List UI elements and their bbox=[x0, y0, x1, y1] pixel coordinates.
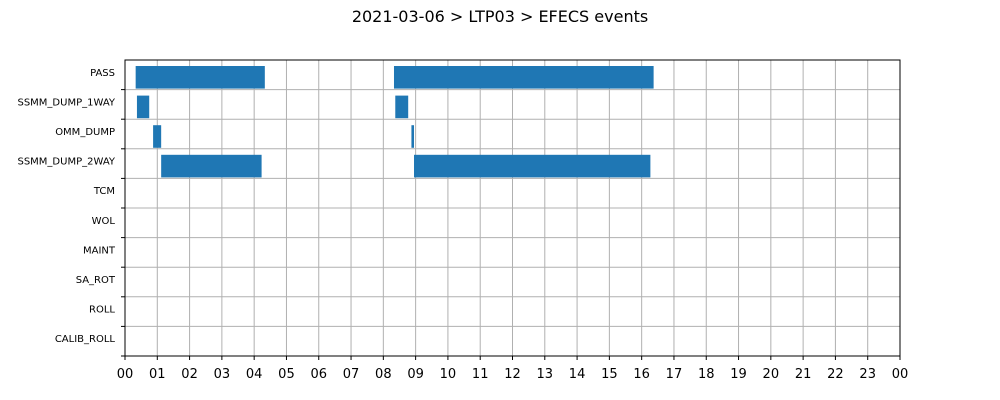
grid-layer bbox=[124, 60, 901, 356]
event-bar bbox=[136, 95, 150, 119]
x-tick-label: 09 bbox=[407, 367, 424, 382]
x-tick-label: 23 bbox=[859, 367, 876, 382]
y-tick-label: SA_ROT bbox=[76, 275, 116, 286]
y-tick-label: OMM_DUMP bbox=[55, 127, 115, 138]
x-tick-label: 17 bbox=[666, 367, 683, 382]
event-bar bbox=[393, 66, 654, 89]
x-tick-label: 00 bbox=[892, 367, 909, 382]
x-tick-label: 06 bbox=[310, 367, 327, 382]
x-tick-label: 15 bbox=[601, 367, 618, 382]
y-tick-label: MAINT bbox=[83, 245, 116, 256]
chart-title: 2021-03-06 > LTP03 > EFECS events bbox=[352, 7, 648, 26]
y-tick-label: PASS bbox=[90, 68, 115, 79]
x-tick-label: 14 bbox=[569, 367, 586, 382]
event-bar bbox=[135, 66, 265, 89]
x-tick-label: 11 bbox=[472, 367, 489, 382]
x-tick-label: 13 bbox=[537, 367, 554, 382]
x-tick-label: 19 bbox=[730, 367, 747, 382]
y-tick-label: ROLL bbox=[89, 305, 115, 316]
event-bar bbox=[414, 154, 651, 178]
bars-layer bbox=[135, 66, 654, 178]
x-tick-label: 21 bbox=[795, 367, 812, 382]
event-bar bbox=[411, 125, 415, 148]
x-tick-label: 07 bbox=[343, 367, 360, 382]
y-tick-label: SSMM_DUMP_2WAY bbox=[17, 157, 115, 168]
x-tick-label: 03 bbox=[214, 367, 231, 382]
y-tick-label: SSMM_DUMP_1WAY bbox=[17, 97, 115, 108]
x-tick-label: 22 bbox=[827, 367, 844, 382]
x-tick-label: 18 bbox=[698, 367, 715, 382]
event-bar bbox=[161, 154, 262, 178]
x-tick-label: 12 bbox=[504, 367, 521, 382]
event-bar bbox=[153, 125, 162, 148]
plot-frame bbox=[124, 59, 901, 357]
x-tick-label: 20 bbox=[763, 367, 780, 382]
y-tick-label: TCM bbox=[93, 186, 115, 197]
y-tick-label: WOL bbox=[92, 216, 116, 227]
x-tick-label: 16 bbox=[633, 367, 650, 382]
x-tick-label: 01 bbox=[149, 367, 166, 382]
x-tick-label: 10 bbox=[440, 367, 457, 382]
x-tick-label: 02 bbox=[181, 367, 198, 382]
x-tick-label: 08 bbox=[375, 367, 392, 382]
event-bar bbox=[395, 95, 409, 119]
x-tick-label: 04 bbox=[246, 367, 263, 382]
ticks-layer: 00 01 02 03 04 05 06 07 08 09 10 11 12 13 14 15 16 17 18 19… bbox=[17, 68, 908, 382]
x-tick-label: 00 bbox=[117, 367, 134, 382]
x-tick-label: 05 bbox=[278, 367, 295, 382]
y-tick-label: CALIB_ROLL bbox=[55, 334, 116, 345]
